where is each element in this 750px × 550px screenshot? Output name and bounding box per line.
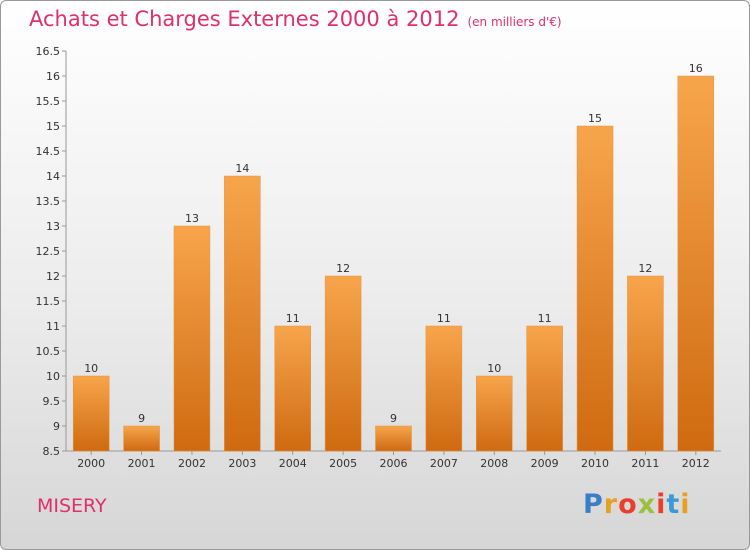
- y-tick: 13: [46, 220, 66, 233]
- x-tick-label: 2007: [430, 457, 458, 470]
- x-tick-label: 2005: [329, 457, 357, 470]
- y-tick-label: 10: [46, 370, 60, 383]
- data-label: 12: [336, 262, 350, 275]
- x-tick-label: 2006: [380, 457, 408, 470]
- bar-2006: [375, 425, 412, 452]
- y-tick-label: 14: [46, 170, 60, 183]
- y-tick-label: 10.5: [36, 345, 61, 358]
- y-tick: 12: [46, 270, 66, 283]
- bar-2002: [173, 225, 211, 452]
- data-label: 10: [487, 362, 501, 375]
- proxiti-logo: Proxiti: [583, 489, 691, 520]
- x-tick-label: 2001: [128, 457, 156, 470]
- logo-letter: P: [583, 489, 604, 520]
- data-label: 11: [538, 312, 552, 325]
- x-tick-label: 2008: [480, 457, 508, 470]
- bar-2012: [677, 75, 715, 452]
- x-tick-label: 2002: [178, 457, 206, 470]
- bar-2010: [576, 125, 614, 452]
- y-tick: 14.5: [36, 145, 66, 158]
- y-tick-label: 16.5: [36, 45, 61, 58]
- y-tick: 11: [46, 320, 66, 333]
- bar-2003: [224, 175, 261, 452]
- y-tick: 8.5: [43, 445, 66, 458]
- bar-2011: [627, 275, 664, 452]
- logo-letter: x: [637, 489, 657, 520]
- x-tick-label: 2010: [581, 457, 609, 470]
- y-tick-label: 15.5: [36, 95, 61, 108]
- location-label: MISERY: [37, 495, 107, 517]
- y-tick: 9: [53, 420, 66, 433]
- y-tick: 15: [46, 120, 66, 133]
- logo-letter: i: [656, 489, 667, 520]
- data-label: 10: [84, 362, 98, 375]
- y-tick: 11.5: [36, 295, 66, 308]
- x-tick-label: 2012: [682, 457, 710, 470]
- y-tick: 15.5: [36, 95, 66, 108]
- y-tick: 14: [46, 170, 66, 183]
- y-tick: 16: [46, 70, 66, 83]
- y-tick-label: 8.5: [43, 445, 61, 458]
- bars: [72, 75, 715, 452]
- logo-letter: r: [603, 489, 619, 520]
- y-tick-label: 11: [46, 320, 60, 333]
- x-tick-label: 2003: [228, 457, 256, 470]
- bar-2004: [274, 325, 311, 452]
- axes: 8.599.51010.51111.51212.51313.51414.5151…: [36, 45, 721, 470]
- y-tick-label: 16: [46, 70, 60, 83]
- data-label: 9: [390, 412, 397, 425]
- y-tick-label: 15: [46, 120, 60, 133]
- logo-letter: t: [666, 489, 681, 520]
- y-tick: 13.5: [36, 195, 66, 208]
- data-label: 13: [185, 212, 199, 225]
- chart-title-text: Achats et Charges Externes 2000 à 2012: [29, 7, 460, 31]
- data-label: 11: [437, 312, 451, 325]
- chart-title: Achats et Charges Externes 2000 à 2012 (e…: [29, 7, 562, 31]
- x-tick-label: 2004: [279, 457, 307, 470]
- y-tick-label: 12: [46, 270, 60, 283]
- y-tick-label: 13.5: [36, 195, 61, 208]
- x-tick-label: 2011: [631, 457, 659, 470]
- data-labels: 10 9 13 14 11 12 9 11 10 11 15 12 16: [84, 62, 703, 425]
- y-tick-label: 14.5: [36, 145, 61, 158]
- logo-letter: i: [680, 489, 691, 520]
- data-label: 14: [235, 162, 249, 175]
- x-tick-label: 2000: [77, 457, 105, 470]
- y-tick-label: 11.5: [36, 295, 61, 308]
- y-tick-label: 9: [53, 420, 60, 433]
- bar-2001: [123, 425, 160, 452]
- bar-2005: [324, 275, 362, 452]
- bar-2009: [526, 325, 563, 452]
- data-label: 9: [138, 412, 145, 425]
- y-tick-label: 9.5: [43, 395, 61, 408]
- bar-2007: [425, 325, 463, 452]
- bar-2000: [72, 375, 110, 452]
- data-label: 12: [638, 262, 652, 275]
- y-tick: 16.5: [36, 45, 66, 58]
- data-label: 16: [689, 62, 703, 75]
- x-tick-label: 2009: [531, 457, 559, 470]
- data-label: 15: [588, 112, 602, 125]
- y-tick-label: 12.5: [36, 245, 61, 258]
- y-tick: 12.5: [36, 245, 66, 258]
- logo-letter: o: [618, 489, 638, 520]
- y-tick-label: 13: [46, 220, 60, 233]
- data-label: 11: [286, 312, 300, 325]
- y-tick: 9.5: [43, 395, 66, 408]
- y-tick: 10.5: [36, 345, 66, 358]
- chart-unit: (en milliers d'€): [467, 15, 562, 29]
- y-tick: 10: [46, 370, 66, 383]
- bar-2008: [476, 375, 513, 452]
